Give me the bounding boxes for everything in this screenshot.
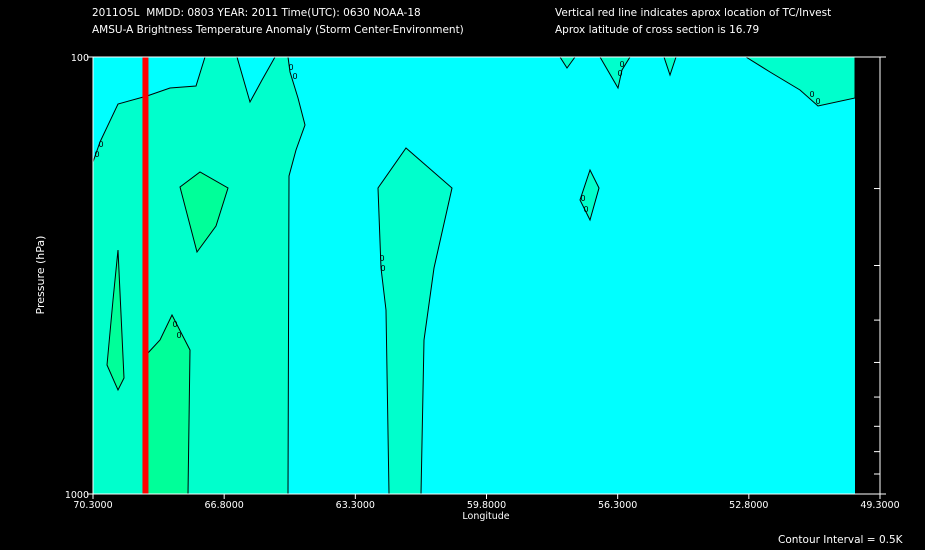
contour-zero-label: 0 [580,194,585,203]
x-tick-label: 49.3000 [860,500,899,511]
y-axis-title: Pressure (hPa) [34,236,47,315]
x-tick-label: 70.3000 [73,500,112,511]
contour-region-small-diamond [579,168,600,222]
x-axis-title: Longitude [462,511,509,522]
y-axis-ticks: 100 1000 [65,53,886,501]
x-tick-label: 52.8000 [729,500,768,511]
contour-zero-label: 0 [809,90,814,99]
contour-zero-label: 0 [172,320,177,329]
header-note-line-2: Aprox latitude of cross section is 16.79 [555,24,760,36]
contour-zero-label: 0 [619,60,624,69]
header-note-line-1: Vertical red line indicates aprox locati… [555,7,832,19]
contour-zero-label: 0 [176,331,181,340]
y-tick-label: 1000 [65,490,89,501]
y-tick-label: 100 [71,53,89,64]
contour-zero-label: 0 [815,97,820,106]
contour-region-warm-anomaly-1 [179,171,229,254]
contour-zero-label: 0 [288,63,293,72]
x-axis-ticks: 70.3000 66.8000 63.3000 59.8000 56.3000 52.80… [73,494,900,511]
contour-region-center-plume [377,147,453,495]
header-title-line-2: AMSU-A Brightness Temperature Anomaly (S… [92,24,464,36]
x-tick-label: 66.8000 [205,500,244,511]
header-title-line-1: 2011O5L MMDD: 0803 YEAR: 2011 Time(UTC):… [92,7,421,19]
contour-zero-label: 0 [380,264,385,273]
contour-zero-label: 0 [379,254,384,263]
contour-interval-label: Contour Interval = 0.5K [778,534,903,546]
contour-zero-label: 0 [292,72,297,81]
contour-region-top-left [92,56,306,495]
x-tick-label: 56.3000 [598,500,637,511]
contour-zero-label: 0 [98,140,103,149]
no-data-band [855,57,880,494]
contour-region-warm-anomaly-2 [106,249,125,392]
contour-zero-label: 0 [617,69,622,78]
x-tick-label: 63.3000 [336,500,375,511]
contour-zero-label: 0 [94,150,99,159]
x-tick-label: 59.8000 [467,500,506,511]
contour-zero-label: 0 [583,205,588,214]
